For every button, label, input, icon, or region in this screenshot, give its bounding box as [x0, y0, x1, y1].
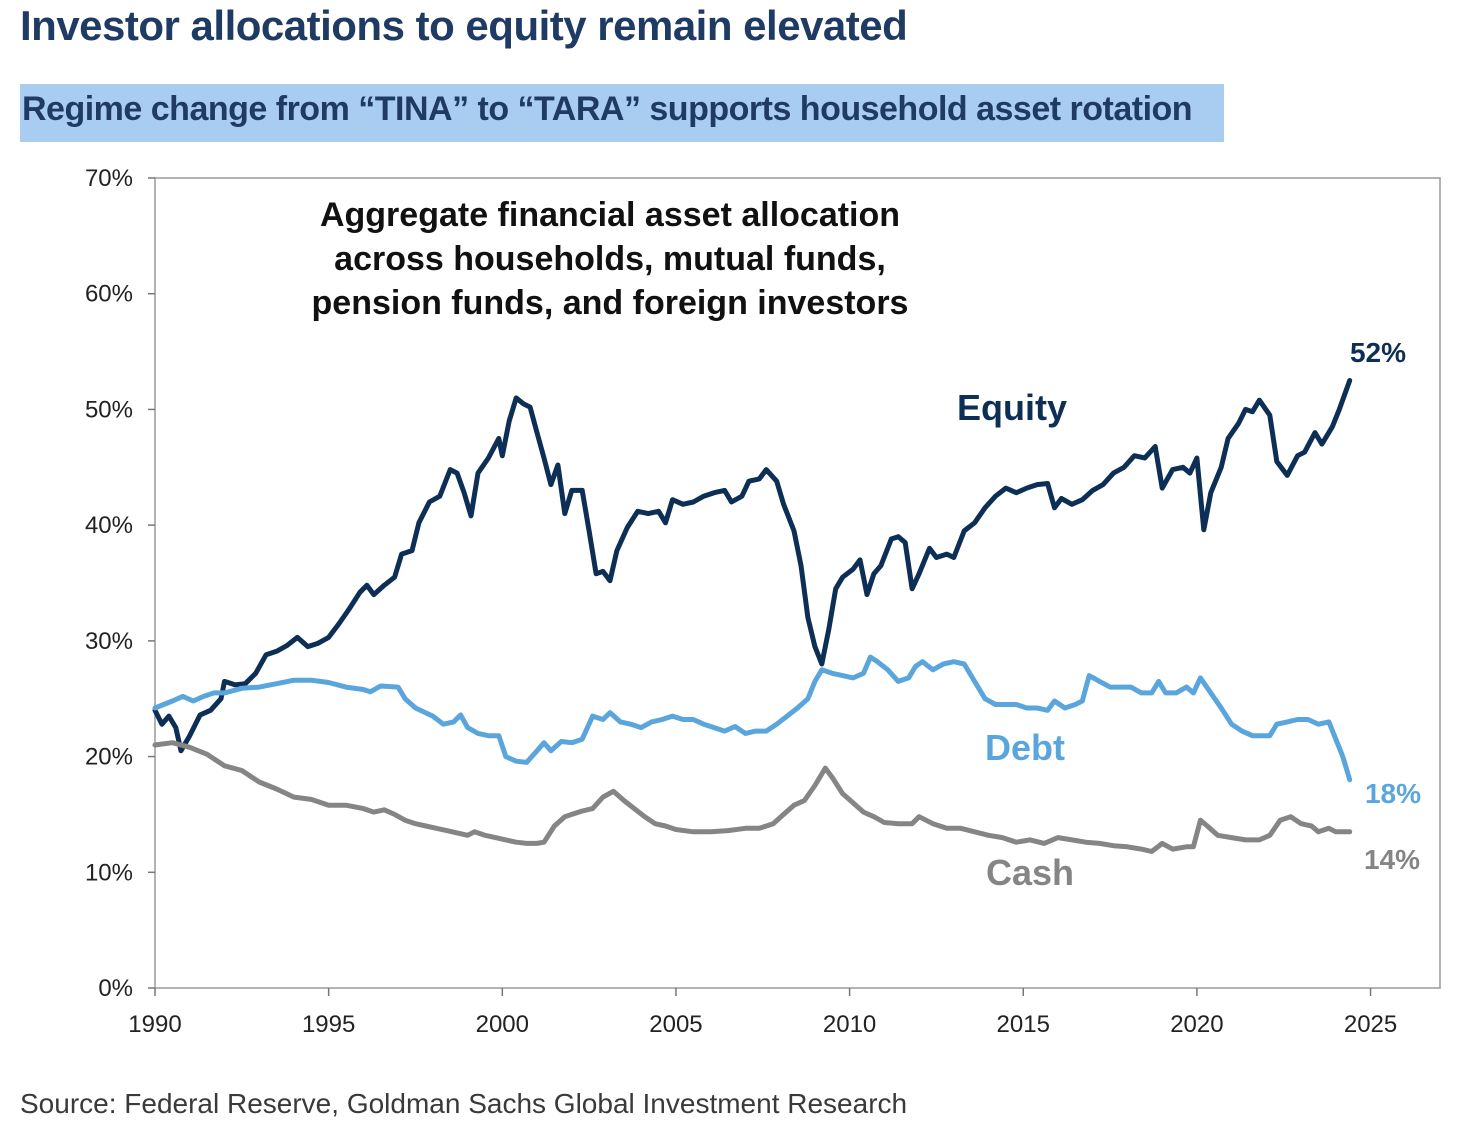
y-tick-label: 60%: [85, 281, 133, 308]
end-value-label-equity: 52%: [1350, 337, 1406, 368]
x-tick-label: 2015: [997, 1011, 1050, 1038]
x-tick-label: 1995: [302, 1011, 355, 1038]
page-subtitle: Regime change from “TINA” to “TARA” supp…: [22, 90, 1193, 128]
page-title: Investor allocations to equity remain el…: [20, 2, 908, 49]
y-tick-label: 40%: [85, 512, 133, 539]
end-value-label-cash: 14%: [1364, 844, 1420, 875]
x-tick-label: 2010: [823, 1011, 876, 1038]
x-tick-label: 2020: [1170, 1011, 1223, 1038]
x-tick-label: 2005: [649, 1011, 702, 1038]
plot-area-border: [154, 177, 1441, 989]
source-note: Source: Federal Reserve, Goldman Sachs G…: [20, 1088, 908, 1119]
y-tick-label: 0%: [98, 975, 133, 1002]
series-line-equity: [152, 378, 1353, 754]
y-tick-label: 70%: [85, 165, 133, 192]
x-tick-label: 2025: [1344, 1011, 1397, 1038]
y-tick-label: 20%: [85, 744, 133, 771]
series-label-equity: Equity: [957, 387, 1067, 428]
chart-title-line: pension funds, and foreign investors: [312, 284, 909, 322]
series-label-cash: Cash: [986, 852, 1074, 893]
y-tick-label: 50%: [85, 396, 133, 423]
y-tick-label: 30%: [85, 628, 133, 655]
subtitle-band: [20, 84, 1224, 142]
series-line-cash: [152, 740, 1353, 854]
series-label-debt: Debt: [985, 727, 1065, 768]
y-tick-label: 10%: [85, 859, 133, 886]
x-tick-label: 2000: [476, 1011, 529, 1038]
series-line-debt: [152, 654, 1353, 783]
chart-title-line: across households, mutual funds,: [334, 240, 886, 278]
chart-title-line: Aggregate financial asset allocation: [320, 196, 900, 234]
end-value-label-debt: 18%: [1365, 778, 1421, 809]
x-tick-label: 1990: [128, 1011, 181, 1038]
